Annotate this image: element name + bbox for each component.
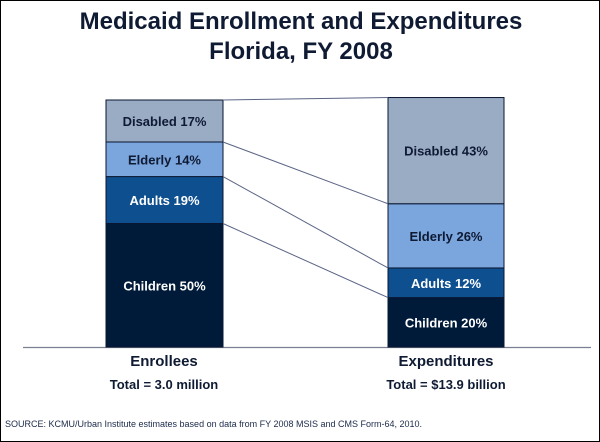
data-label-children-enrollees: Children 50% [123, 278, 206, 293]
connector-line-disabled [222, 141, 389, 205]
chart-subtitle: Florida, FY 2008 [209, 38, 393, 65]
bar-segment-adults-expenditures [387, 267, 505, 299]
total-label-expenditures: Total = $13.9 billion [386, 377, 506, 392]
bar-segment-adults-enrollees [105, 176, 224, 225]
data-label-children-expenditures: Children 20% [405, 315, 488, 330]
bar-segment-elderly-expenditures [387, 203, 505, 269]
data-label-disabled-expenditures: Disabled 43% [404, 144, 488, 159]
category-label-expenditures: Expenditures [398, 353, 494, 370]
data-label-adults-enrollees: Adults 19% [129, 193, 200, 208]
data-label-elderly-enrollees: Elderly 14% [128, 152, 201, 167]
bar-segment-elderly-enrollees [105, 141, 224, 178]
chart-title: Medicaid Enrollment and Expenditures [79, 8, 523, 35]
bar-segment-disabled-enrollees [105, 99, 224, 143]
data-label-adults-expenditures: Adults 12% [411, 276, 482, 291]
data-label-elderly-expenditures: Elderly 26% [410, 229, 483, 244]
source-note: SOURCE: KCMU/Urban Institute estimates b… [5, 419, 423, 429]
total-label-enrollees: Total = 3.0 million [109, 377, 219, 392]
connector-line-adults [222, 223, 389, 299]
connector-line-top [222, 97, 389, 101]
bar-segment-children-expenditures [387, 297, 505, 348]
bar-segment-disabled-expenditures [387, 97, 505, 205]
bar-segment-children-enrollees [105, 223, 224, 348]
category-label-enrollees: Enrollees [130, 353, 198, 370]
data-label-disabled-enrollees: Disabled 17% [123, 114, 207, 129]
connector-line-elderly [222, 176, 389, 269]
